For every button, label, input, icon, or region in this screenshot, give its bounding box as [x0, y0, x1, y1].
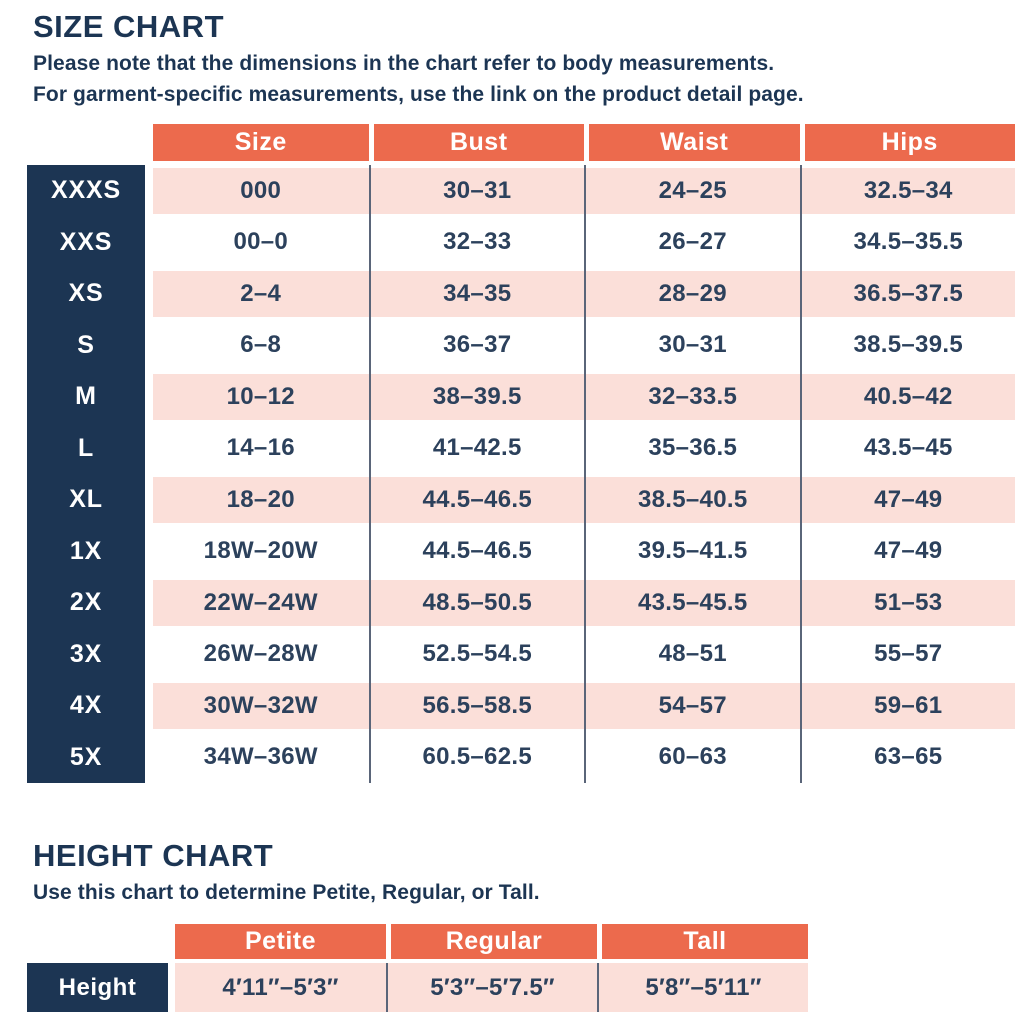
height-header-corner-spacer [27, 924, 168, 959]
column-header-regular: Regular [386, 924, 597, 959]
table-cell: 44.5–46.5 [368, 525, 584, 577]
table-cell: 26W–28W [153, 628, 369, 680]
table-cell: 00–0 [153, 216, 369, 268]
table-cell: 40.5–42 [799, 371, 1015, 423]
size-table-body: XXXS XXS XS S M L XL 1X 2X 3X 4X 5X 000 … [27, 165, 1015, 783]
table-cell: 39.5–41.5 [584, 525, 800, 577]
table-cell: 44.5–46.5 [368, 474, 584, 526]
size-table-header-row: Size Bust Waist Hips [27, 124, 1015, 161]
table-cell: 43.5–45 [799, 422, 1015, 474]
table-cell: 36.5–37.5 [799, 268, 1015, 320]
height-row-label: Height [27, 963, 168, 1012]
table-cell: 48.5–50.5 [368, 577, 584, 629]
table-cell: 59–61 [799, 680, 1015, 732]
table-cell: 54–57 [584, 680, 800, 732]
table-cell: 30–31 [368, 165, 584, 217]
size-data-grid: 000 30–31 24–25 32.5–34 00–0 32–33 26–27… [153, 165, 1015, 783]
size-chart-table: Size Bust Waist Hips XXXS XXS XS S M L X… [27, 124, 1015, 783]
column-header-tall: Tall [597, 924, 808, 959]
height-chart-title: HEIGHT CHART [33, 838, 274, 873]
table-cell: 18–20 [153, 474, 369, 526]
table-cell: 30W–32W [153, 680, 369, 732]
size-chart-title: SIZE CHART [33, 9, 224, 44]
table-cell: 60.5–62.5 [368, 731, 584, 783]
table-cell: 22W–24W [153, 577, 369, 629]
table-cell: 30–31 [584, 319, 800, 371]
table-cell: 28–29 [584, 268, 800, 320]
table-cell: 5′8″–5′11″ [597, 963, 808, 1012]
column-header-petite: Petite [175, 924, 386, 959]
table-cell: 47–49 [799, 474, 1015, 526]
table-cell: 32–33.5 [584, 371, 800, 423]
table-cell: 2–4 [153, 268, 369, 320]
table-cell: 48–51 [584, 628, 800, 680]
table-cell: 18W–20W [153, 525, 369, 577]
table-cell: 32–33 [368, 216, 584, 268]
size-row-label: XL [69, 485, 103, 514]
size-row-label: 5X [69, 742, 103, 771]
table-cell: 47–49 [799, 525, 1015, 577]
table-cell: 36–37 [368, 319, 584, 371]
size-row-label: 3X [69, 639, 103, 668]
size-chart-note-line2: For garment-specific measurements, use t… [33, 83, 804, 106]
height-table-body: Height 4′11″–5′3″ 5′3″–5′7.5″ 5′8″–5′11″ [27, 963, 808, 1012]
header-corner-spacer [27, 124, 145, 161]
column-header-waist: Waist [584, 124, 800, 161]
table-cell: 56.5–58.5 [368, 680, 584, 732]
table-cell: 34–35 [368, 268, 584, 320]
table-cell: 43.5–45.5 [584, 577, 800, 629]
size-row-label: L [77, 433, 95, 462]
size-row-label: XS [68, 279, 104, 308]
table-cell: 24–25 [584, 165, 800, 217]
table-cell: 10–12 [153, 371, 369, 423]
size-chart-note-line1: Please note that the dimensions in the c… [33, 52, 775, 75]
column-header-hips: Hips [799, 124, 1015, 161]
table-cell: 14–16 [153, 422, 369, 474]
table-cell: 26–27 [584, 216, 800, 268]
table-cell: 41–42.5 [368, 422, 584, 474]
table-cell: 52.5–54.5 [368, 628, 584, 680]
size-row-label: 1X [69, 536, 103, 565]
table-cell: 34W–36W [153, 731, 369, 783]
height-table-header-row: Petite Regular Tall [27, 924, 808, 959]
table-cell: 38.5–39.5 [799, 319, 1015, 371]
column-header-bust: Bust [368, 124, 584, 161]
table-cell: 34.5–35.5 [799, 216, 1015, 268]
height-chart-table: Petite Regular Tall Height 4′11″–5′3″ 5′… [27, 924, 808, 1012]
size-row-label: M [75, 382, 97, 411]
table-cell: 63–65 [799, 731, 1015, 783]
table-cell: 38–39.5 [368, 371, 584, 423]
table-cell: 4′11″–5′3″ [175, 963, 386, 1012]
table-cell: 35–36.5 [584, 422, 800, 474]
height-chart-note: Use this chart to determine Petite, Regu… [33, 881, 540, 904]
table-cell: 38.5–40.5 [584, 474, 800, 526]
size-label-column: XXXS XXS XS S M L XL 1X 2X 3X 4X 5X [27, 165, 145, 783]
table-cell: 32.5–34 [799, 165, 1015, 217]
size-row-label: XXS [59, 227, 113, 256]
size-row-label: 2X [69, 588, 103, 617]
table-cell: 60–63 [584, 731, 800, 783]
table-cell: 55–57 [799, 628, 1015, 680]
size-row-label: S [77, 330, 95, 359]
table-cell: 51–53 [799, 577, 1015, 629]
size-row-label: XXXS [51, 176, 121, 205]
table-cell: 5′3″–5′7.5″ [386, 963, 597, 1012]
table-cell: 6–8 [153, 319, 369, 371]
height-chart-section: HEIGHT CHART Use this chart to determine… [0, 837, 1024, 1012]
size-row-label: 4X [69, 691, 103, 720]
table-cell: 000 [153, 165, 369, 217]
column-header-size: Size [153, 124, 369, 161]
